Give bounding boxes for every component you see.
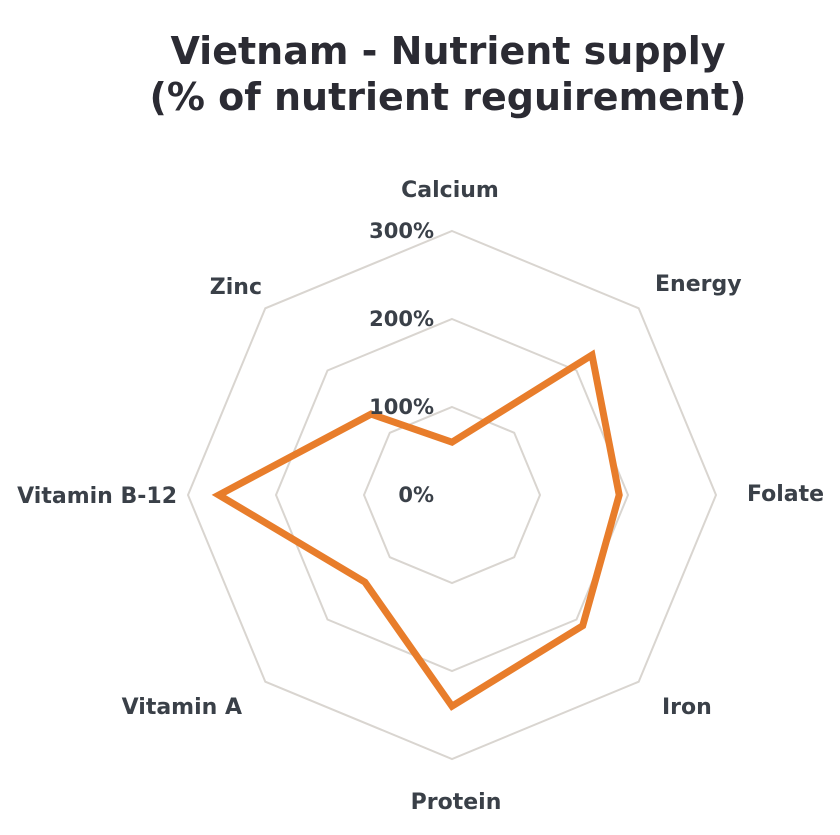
grid-ring-300 (186, 229, 718, 761)
grid-ring-100 (362, 405, 542, 585)
radar-series (211, 349, 623, 711)
radar-axis-labels: Calcium Energy Folate Iron Protein Vitamin A V… (17, 178, 824, 815)
ring-label-200: 200% (369, 307, 434, 331)
axis-label-zinc: Zinc (210, 275, 262, 300)
ring-label-300: 300% (369, 219, 434, 243)
chart-title-line1: Vietnam - Nutrient supply (170, 29, 725, 73)
ring-label-100: 100% (369, 395, 434, 419)
radar-grid (186, 229, 718, 761)
axis-label-vitamin-b-12: Vitamin B-12 (17, 484, 177, 509)
axis-label-calcium: Calcium (401, 178, 499, 203)
chart-title-line2: (% of nutrient reguirement) (149, 75, 746, 119)
axis-label-protein: Protein (411, 790, 502, 815)
axis-label-iron: Iron (662, 695, 712, 720)
series-polygon (211, 349, 623, 711)
radar-ring-labels: 0% 100% 200% 300% (369, 219, 434, 507)
axis-label-energy: Energy (655, 272, 742, 297)
grid-ring-200 (274, 317, 630, 673)
axis-label-vitamin-a: Vitamin A (122, 695, 242, 720)
axis-label-folate: Folate (747, 482, 824, 507)
ring-label-0: 0% (398, 483, 434, 507)
